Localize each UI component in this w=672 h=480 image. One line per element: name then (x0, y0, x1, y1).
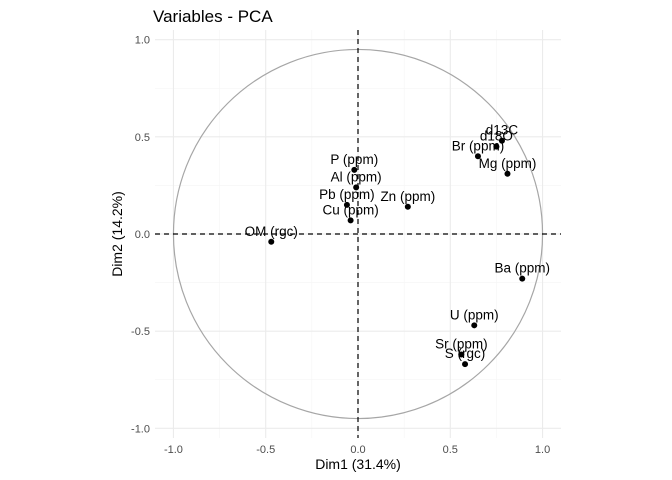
label-pb-ppm: Pb (ppm) (319, 187, 375, 202)
y-axis-label: Dim2 (14.2%) (109, 191, 125, 277)
y-tick-label: -1.0 (131, 423, 150, 435)
label-u-ppm: U (ppm) (450, 307, 499, 322)
data-points (268, 137, 526, 368)
label-al-ppm: Al (ppm) (331, 169, 382, 184)
x-tick-label: 0.0 (350, 444, 365, 456)
point-d13c (498, 137, 505, 144)
x-tick-label: 1.0 (535, 444, 550, 456)
label-zn-ppm: Zn (ppm) (380, 189, 435, 204)
y-tick-label: 0.0 (135, 229, 150, 241)
label-d18o: d18O (480, 129, 513, 144)
label-d13c: d13C (486, 123, 519, 138)
label-mg-ppm: Mg (ppm) (479, 156, 537, 171)
label-ba-ppm: Ba (ppm) (494, 261, 550, 276)
label-p-ppm: P (ppm) (330, 152, 378, 167)
y-axis-ticks: -1.0 -0.5 0.0 0.5 1.0 (131, 35, 150, 436)
point-pb-ppm (343, 201, 350, 208)
chart-title: Variables - PCA (153, 7, 273, 26)
point-s-rgc (462, 361, 469, 368)
point-d18o (493, 143, 500, 150)
point-sr-ppm (458, 351, 465, 358)
point-ba-ppm (519, 275, 526, 282)
point-cu-ppm (347, 217, 354, 224)
label-br-ppm: Br (ppm) (452, 138, 505, 153)
x-axis-ticks: -1.0 -0.5 0.0 0.5 1.0 (164, 444, 550, 456)
reference-lines (155, 30, 561, 438)
label-sr-ppm: Sr (ppm) (435, 336, 488, 351)
y-tick-label: 1.0 (135, 35, 150, 47)
x-tick-label: 0.5 (443, 444, 458, 456)
y-tick-label: 0.5 (135, 132, 150, 144)
x-tick-label: -1.0 (164, 444, 183, 456)
point-om-rgc (268, 238, 275, 245)
x-axis-label: Dim1 (31.4%) (315, 456, 401, 472)
point-zn-ppm (404, 203, 411, 210)
x-tick-label: -0.5 (256, 444, 275, 456)
point-al-ppm (353, 184, 360, 191)
point-u-ppm (471, 322, 478, 329)
point-p-ppm (351, 166, 358, 173)
label-om-rgc: OM (rgc) (245, 224, 298, 239)
label-cu-ppm: Cu (ppm) (322, 202, 378, 217)
label-s-rgc: S (rgc) (445, 346, 486, 361)
point-br-ppm (474, 153, 481, 160)
y-tick-label: -0.5 (131, 326, 150, 338)
point-mg-ppm (504, 170, 511, 177)
